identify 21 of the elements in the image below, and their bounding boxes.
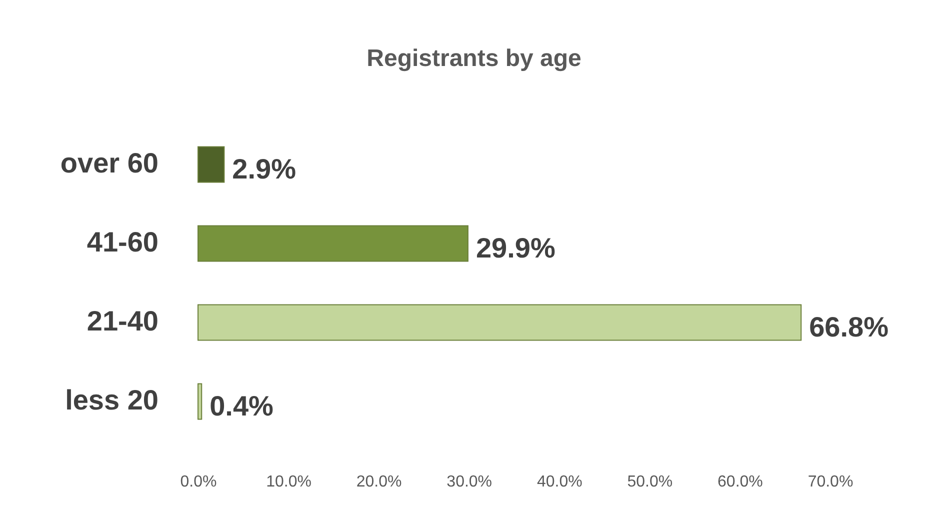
- bar: [198, 146, 225, 183]
- bar: [198, 225, 468, 262]
- x-tick-label: 0.0%: [180, 474, 217, 490]
- x-tick-label: 30.0%: [446, 474, 492, 490]
- x-tick-label: 20.0%: [356, 474, 402, 490]
- y-tick-label: 41-60: [86, 226, 158, 258]
- x-tick-label: 70.0%: [808, 474, 854, 490]
- data-label: 2.9%: [232, 153, 296, 184]
- data-label: 66.8%: [809, 312, 889, 343]
- x-tick-label: 40.0%: [536, 474, 582, 490]
- x-tick-label: 50.0%: [627, 474, 673, 490]
- y-tick-label: less 20: [65, 384, 158, 416]
- data-label: 0.4%: [210, 390, 274, 422]
- bar: [198, 304, 802, 341]
- y-tick-label: over 60: [60, 147, 158, 178]
- bar: [198, 383, 202, 420]
- data-label: 29.9%: [476, 232, 556, 264]
- x-tick-label: 60.0%: [718, 474, 763, 490]
- y-tick-label: 21-40: [86, 306, 158, 337]
- chart-title: Registrants by age: [366, 45, 582, 72]
- x-tick-label: 10.0%: [266, 474, 312, 490]
